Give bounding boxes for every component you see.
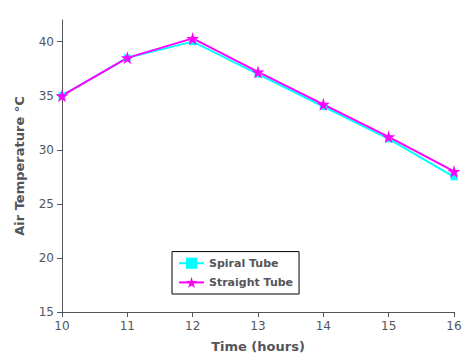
svg-text:10: 10 xyxy=(54,319,69,333)
svg-text:Spiral Tube: Spiral Tube xyxy=(209,257,278,270)
svg-text:16: 16 xyxy=(446,319,461,333)
svg-text:Straight Tube: Straight Tube xyxy=(209,276,293,289)
svg-text:15: 15 xyxy=(381,319,396,333)
svg-text:15: 15 xyxy=(39,305,54,319)
svg-text:40: 40 xyxy=(39,35,54,49)
svg-text:11: 11 xyxy=(120,319,135,333)
svg-text:25: 25 xyxy=(39,197,54,211)
svg-text:13: 13 xyxy=(250,319,265,333)
svg-text:14: 14 xyxy=(316,319,331,333)
svg-text:12: 12 xyxy=(185,319,200,333)
svg-text:35: 35 xyxy=(39,89,54,103)
svg-text:Time (hours): Time (hours) xyxy=(211,339,305,354)
svg-text:Air Temperature °C: Air Temperature °C xyxy=(12,96,27,236)
svg-text:20: 20 xyxy=(39,251,54,265)
svg-text:30: 30 xyxy=(39,143,54,157)
